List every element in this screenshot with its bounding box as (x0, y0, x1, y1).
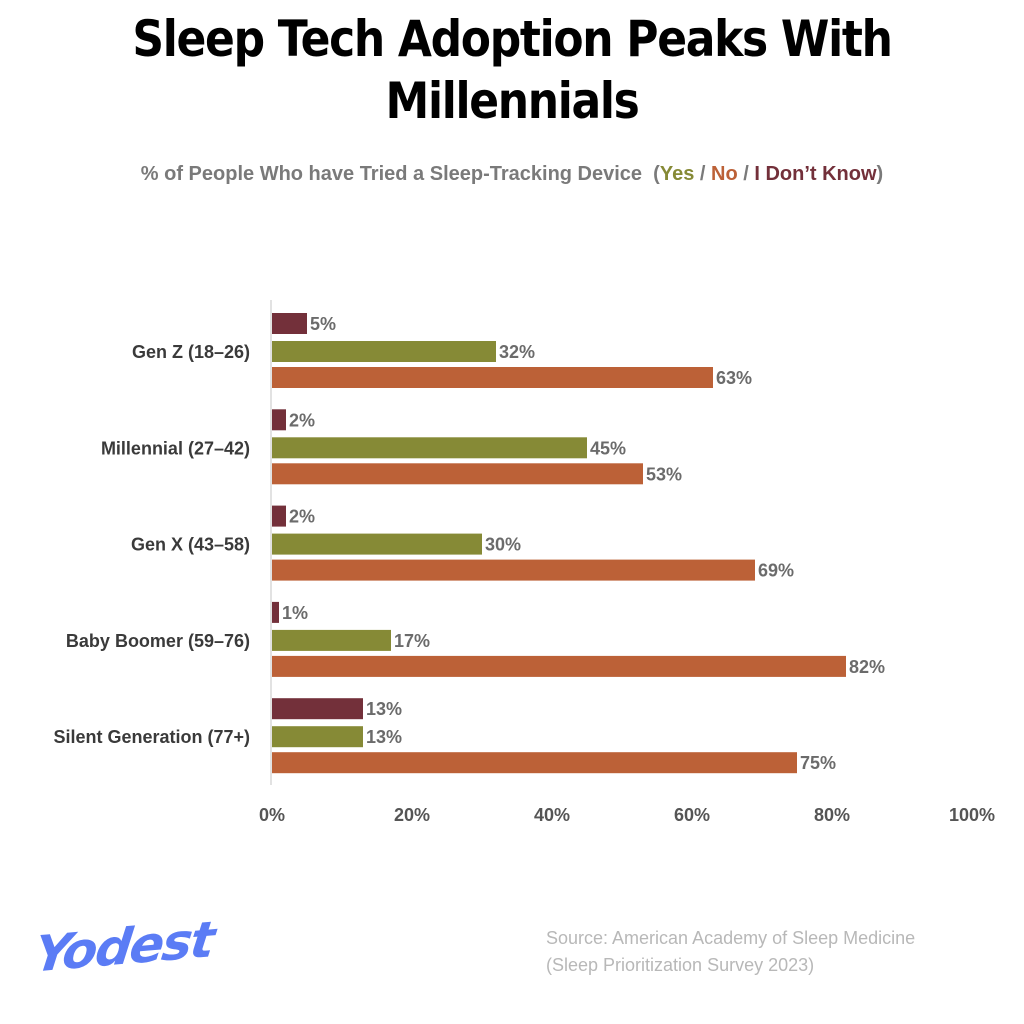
chart-title: Sleep Tech Adoption Peaks With Millennia… (132, 10, 893, 130)
bar (272, 341, 496, 362)
bar (272, 505, 286, 527)
bar (272, 629, 391, 651)
bar (272, 409, 286, 431)
data-label: 82% (849, 657, 885, 677)
bar (272, 655, 846, 677)
data-label: 2% (289, 410, 315, 430)
data-label: 13% (366, 699, 402, 719)
category-label: Silent Generation (77+) (53, 727, 250, 747)
category-label: Gen Z (18–26) (132, 342, 250, 362)
data-label: 69% (758, 561, 794, 581)
data-label: 1% (282, 603, 308, 623)
x-tick-label: 80% (814, 805, 850, 825)
bar (272, 313, 307, 334)
data-label: 75% (800, 753, 836, 773)
bar (272, 437, 587, 459)
data-label: 32% (499, 342, 535, 362)
bar (272, 367, 713, 388)
data-label: 45% (590, 438, 626, 458)
bar (272, 698, 363, 720)
data-label: 13% (366, 727, 402, 747)
x-tick-label: 60% (674, 805, 710, 825)
bar (272, 463, 643, 485)
bar (272, 559, 755, 581)
subtitle-text: % of People Who have Tried a Sleep-Track… (140, 163, 643, 185)
bar (272, 752, 797, 774)
legend-yes: Yes (659, 163, 695, 185)
data-label: 63% (716, 368, 752, 388)
source-line-1: Source: American Academy of Sleep Medici… (546, 928, 916, 948)
category-label: Gen X (43–58) (131, 535, 250, 555)
data-label: 30% (485, 535, 521, 555)
data-label: 5% (310, 314, 336, 334)
category-label: Baby Boomer (59–76) (66, 631, 250, 651)
data-label: 17% (394, 631, 430, 651)
bar (272, 533, 482, 555)
category-label: Millennial (27–42) (101, 438, 250, 458)
x-tick-label: 20% (394, 805, 430, 825)
source-line-2: (Sleep Prioritization Survey 2023) (546, 955, 815, 975)
x-tick-label: 0% (259, 805, 285, 825)
x-tick-label: 100% (949, 805, 995, 825)
legend-idk: I Don’t Know (754, 163, 877, 185)
data-label: 53% (646, 464, 682, 484)
legend-no: No (711, 163, 738, 185)
source-note: Source: American Academy of Sleep Medici… (546, 925, 915, 979)
data-label: 2% (289, 507, 315, 527)
bar (272, 726, 363, 748)
chart-subtitle: % of People Who have Tried a Sleep-Track… (140, 163, 884, 185)
bar (272, 601, 279, 623)
x-tick-label: 40% (534, 805, 570, 825)
